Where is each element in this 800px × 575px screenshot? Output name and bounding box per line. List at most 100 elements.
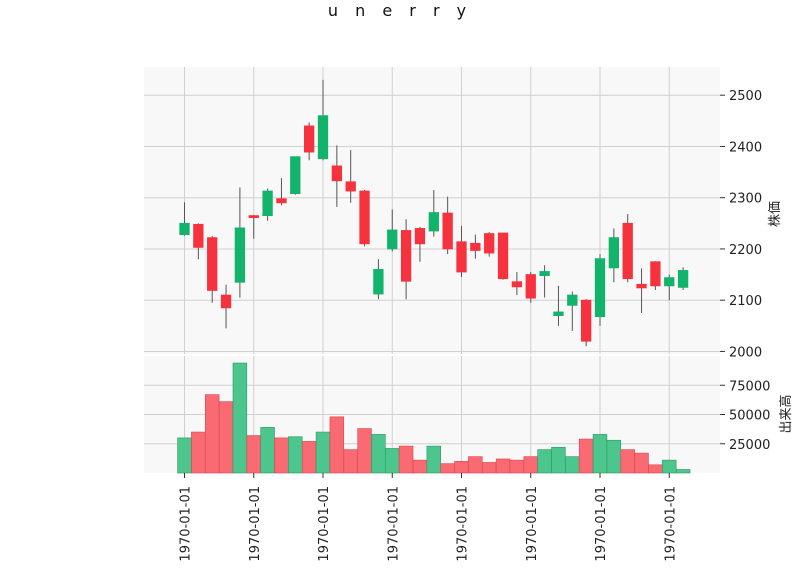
volume-bar <box>357 428 372 474</box>
volume-bar <box>301 441 317 474</box>
candle-body <box>511 281 523 288</box>
price-tick-label: 2000 <box>729 345 762 360</box>
volume-bar <box>246 435 261 474</box>
candle-body <box>345 181 356 192</box>
volume-bar <box>523 456 538 474</box>
candle-body <box>484 233 495 254</box>
candle-body <box>539 271 550 276</box>
candle-body <box>331 165 343 182</box>
candle-body <box>636 283 647 289</box>
volume-bar <box>592 434 608 474</box>
volume-tick-label: 50000 <box>729 409 770 424</box>
x-tick-label: 1970-01-01 <box>456 486 471 562</box>
x-tick-label: 1970-01-01 <box>179 486 194 562</box>
candle-body <box>276 198 287 204</box>
x-axis: 1970-01-01 1970-01-01 1970-01-01 1970-01-01… <box>179 473 678 562</box>
x-tick-label: 1970-01-01 <box>663 486 678 562</box>
x-tick-label: 1970-01-01 <box>525 486 540 562</box>
price-tick-label: 2300 <box>729 192 762 207</box>
candle-body <box>193 223 204 248</box>
volume-bar <box>537 449 552 474</box>
chart-title: u n e r r y <box>328 1 472 20</box>
candle-body <box>622 222 633 280</box>
price-tick-label: 2200 <box>729 243 762 258</box>
volume-bar <box>675 469 691 474</box>
candle-body <box>567 294 578 306</box>
candles <box>179 79 689 347</box>
volume-bar <box>634 452 649 474</box>
price-axis-label: 株価 <box>768 201 783 227</box>
candle-body <box>470 242 481 251</box>
candle-body <box>220 294 232 309</box>
candle-body <box>650 261 661 287</box>
candle-body <box>248 215 259 219</box>
volume-bar <box>454 460 469 474</box>
volume-bar <box>648 464 663 474</box>
candle-body <box>428 212 439 232</box>
price-panel-background <box>144 67 720 354</box>
candle-body <box>179 222 190 235</box>
candle-body <box>581 299 592 342</box>
volume-bar <box>662 459 677 474</box>
candle-body <box>373 269 384 295</box>
volume-bar <box>509 459 525 474</box>
volume-bar <box>565 456 580 474</box>
volume-bar <box>412 459 428 474</box>
volume-bar <box>620 449 635 474</box>
volume-tick-label: 75000 <box>729 379 770 394</box>
volume-bar <box>495 458 511 474</box>
volume-axis: 25000 50000 75000 <box>720 379 770 453</box>
volume-bar <box>440 463 455 474</box>
candle-body <box>442 212 453 250</box>
price-axis: 2000 2100 2200 2300 2400 2500 <box>720 89 762 360</box>
volume-axis-label: 出来高 <box>778 394 794 433</box>
x-tick-label: 1970-01-01 <box>594 486 609 562</box>
x-tick-label: 1970-01-01 <box>248 486 263 562</box>
volume-bar <box>315 431 331 474</box>
candle-body <box>594 258 606 317</box>
volume-bar <box>232 362 248 474</box>
price-tick-label: 2100 <box>729 294 762 309</box>
candle-body <box>359 190 370 245</box>
volume-bar <box>274 437 289 474</box>
candle-body <box>497 232 509 280</box>
candle-body <box>303 125 315 153</box>
volume-bar <box>578 438 594 474</box>
volume-bar <box>288 436 303 474</box>
candle-body <box>400 230 412 282</box>
volume-bars <box>177 362 691 474</box>
volume-bar <box>606 439 622 474</box>
price-tick-label: 2500 <box>729 89 762 104</box>
candle-body <box>414 228 426 245</box>
candle-body <box>387 229 398 250</box>
x-tick-label: 1970-01-01 <box>386 486 401 562</box>
volume-bar <box>177 437 192 474</box>
volume-bar <box>385 448 400 474</box>
volume-bar <box>218 401 234 474</box>
price-tick-label: 2400 <box>729 140 762 155</box>
candle-body <box>608 237 619 269</box>
volume-bar <box>260 427 275 474</box>
candle-body <box>525 274 536 299</box>
volume-bar <box>426 445 441 474</box>
candle-body <box>664 277 675 287</box>
x-tick-label: 1970-01-01 <box>317 486 332 562</box>
volume-bar <box>343 449 358 474</box>
volume-bar <box>398 445 414 474</box>
candle-body <box>456 241 467 273</box>
candle-body <box>677 270 689 288</box>
candle-body <box>553 311 564 316</box>
candle-body <box>207 237 218 291</box>
candle-body <box>262 190 273 217</box>
candle-body <box>317 115 329 160</box>
volume-bar <box>551 446 566 474</box>
volume-bar <box>371 434 386 474</box>
volume-bar <box>468 456 483 474</box>
candle-body <box>234 227 246 283</box>
volume-tick-label: 25000 <box>729 438 770 453</box>
candle-body <box>290 156 301 194</box>
volume-bar <box>205 394 220 474</box>
volume-bar <box>481 462 497 474</box>
volume-bar <box>329 416 345 474</box>
